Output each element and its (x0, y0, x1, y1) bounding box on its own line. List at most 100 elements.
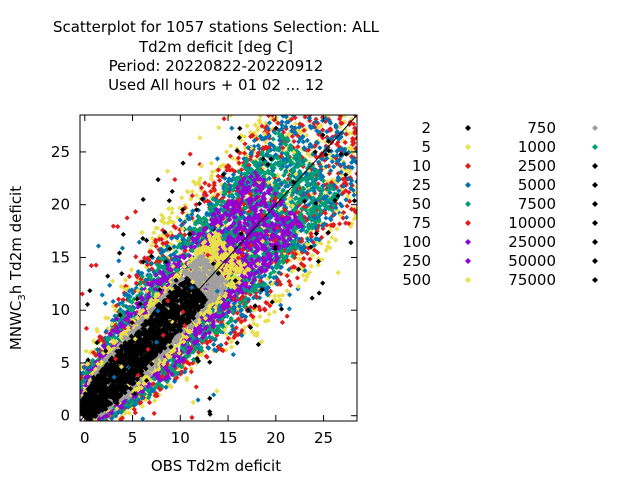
data-point (268, 147, 274, 153)
data-point (279, 119, 285, 125)
data-point (333, 155, 339, 161)
data-point (322, 210, 328, 216)
data-point (144, 262, 151, 268)
data-point (169, 235, 175, 241)
data-point (264, 289, 270, 295)
data-point (193, 360, 200, 366)
data-point (168, 384, 174, 390)
data-point (229, 167, 235, 173)
data-point (197, 175, 203, 182)
data-point (293, 174, 299, 180)
data-point (264, 232, 270, 239)
data-point (269, 116, 275, 122)
data-point (313, 119, 319, 125)
data-point (287, 282, 294, 288)
data-point (279, 292, 286, 298)
data-point (263, 264, 269, 271)
data-point (267, 303, 273, 309)
data-point (349, 116, 355, 122)
data-point (341, 119, 348, 125)
data-point (333, 237, 339, 243)
data-point (177, 217, 183, 223)
data-point (146, 399, 153, 406)
data-point (326, 239, 332, 245)
data-point (338, 169, 344, 175)
data-point (328, 127, 334, 133)
data-point (324, 129, 330, 135)
data-point (257, 313, 263, 320)
data-point (167, 218, 173, 224)
data-point (334, 226, 340, 232)
data-point (350, 136, 356, 142)
data-point (318, 240, 324, 247)
data-point (149, 249, 155, 255)
data-point (115, 296, 122, 302)
data-point (227, 153, 233, 159)
data-point (296, 251, 303, 257)
data-point (299, 257, 305, 263)
data-point (312, 143, 318, 150)
data-point (314, 128, 320, 134)
data-point (317, 168, 324, 174)
data-point (241, 150, 248, 156)
data-point (265, 292, 271, 298)
data-point (262, 144, 269, 150)
data-point (322, 148, 328, 155)
data-point (262, 272, 268, 278)
data-point (208, 189, 214, 195)
data-point (346, 121, 352, 128)
data-point (122, 408, 128, 415)
data-point (350, 187, 356, 193)
data-point (239, 327, 245, 334)
data-point (280, 148, 286, 154)
data-point (331, 164, 337, 170)
data-point (218, 320, 225, 326)
data-point (152, 398, 158, 404)
data-point (323, 215, 329, 221)
data-point (215, 167, 222, 173)
data-point (256, 304, 262, 310)
data-point (131, 406, 137, 412)
data-point (293, 251, 299, 257)
data-point (337, 115, 343, 119)
data-point (306, 269, 313, 276)
data-point (354, 148, 357, 154)
data-point (220, 348, 226, 354)
data-point (94, 326, 100, 332)
data-point (309, 166, 315, 172)
data-point (353, 128, 357, 134)
data-point (268, 141, 274, 147)
data-point (187, 361, 193, 367)
data-point (331, 221, 337, 228)
data-point (289, 208, 295, 214)
data-point (138, 399, 144, 406)
data-point (327, 245, 333, 251)
data-point (126, 273, 132, 280)
data-point (326, 163, 332, 169)
data-point (257, 115, 263, 119)
data-point (345, 193, 351, 199)
data-point (171, 220, 177, 226)
data-point (225, 162, 231, 169)
data-point (232, 333, 238, 339)
data-point (153, 243, 159, 249)
data-point (189, 344, 195, 350)
data-point (354, 135, 357, 141)
data-point (251, 305, 257, 311)
data-point (216, 346, 222, 352)
data-point (215, 192, 221, 198)
data-point (229, 336, 235, 342)
data-point (351, 192, 357, 198)
data-point (185, 360, 191, 366)
data-point (344, 203, 350, 209)
data-point (131, 305, 137, 311)
data-point (260, 145, 266, 151)
data-point (151, 230, 157, 236)
data-point (229, 323, 235, 329)
data-point (204, 340, 210, 346)
data-point (341, 183, 347, 189)
data-point (194, 192, 200, 198)
data-point (354, 178, 357, 185)
data-point (275, 120, 281, 126)
data-point (338, 120, 344, 126)
